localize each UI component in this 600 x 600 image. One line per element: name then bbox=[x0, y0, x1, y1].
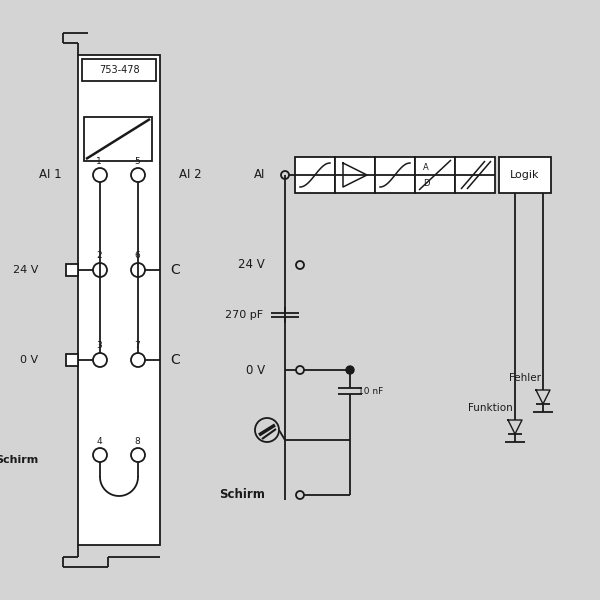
Text: AI 1: AI 1 bbox=[38, 169, 61, 181]
Text: C: C bbox=[170, 263, 180, 277]
Text: Funktion: Funktion bbox=[468, 403, 513, 413]
Bar bbox=[78, 55, 160, 545]
Bar bbox=[375, 157, 415, 193]
Text: 6: 6 bbox=[134, 251, 140, 260]
Bar bbox=[499, 157, 551, 193]
Text: 24 V: 24 V bbox=[13, 265, 38, 275]
Text: AI: AI bbox=[254, 169, 265, 181]
Bar bbox=[335, 157, 375, 193]
Text: 10 nF: 10 nF bbox=[358, 386, 383, 395]
Bar bbox=[415, 157, 455, 193]
Bar bbox=[66, 354, 78, 366]
Text: 8: 8 bbox=[134, 437, 140, 445]
Bar bbox=[295, 157, 335, 193]
Text: 5: 5 bbox=[134, 157, 140, 166]
Text: A: A bbox=[423, 163, 429, 172]
Text: 0 V: 0 V bbox=[246, 364, 265, 377]
Text: 270 pF: 270 pF bbox=[225, 310, 263, 320]
Bar bbox=[82, 59, 156, 81]
Text: 753-478: 753-478 bbox=[98, 65, 139, 75]
Text: D: D bbox=[423, 179, 429, 187]
Bar bbox=[66, 264, 78, 276]
Text: C: C bbox=[170, 353, 180, 367]
Text: Fehler: Fehler bbox=[509, 373, 541, 383]
Bar bbox=[84, 117, 152, 161]
Text: 1: 1 bbox=[96, 157, 102, 166]
Text: 0 V: 0 V bbox=[20, 355, 38, 365]
Text: Schirm: Schirm bbox=[0, 455, 38, 465]
Text: 4: 4 bbox=[96, 437, 102, 445]
Bar bbox=[455, 157, 495, 193]
Text: Logik: Logik bbox=[510, 170, 540, 180]
Text: 24 V: 24 V bbox=[238, 259, 265, 271]
Text: Schirm: Schirm bbox=[219, 488, 265, 502]
Text: 7: 7 bbox=[134, 341, 140, 350]
Circle shape bbox=[346, 366, 354, 374]
Text: AI 2: AI 2 bbox=[179, 169, 202, 181]
Text: 3: 3 bbox=[96, 341, 102, 350]
Text: 2: 2 bbox=[96, 251, 102, 260]
